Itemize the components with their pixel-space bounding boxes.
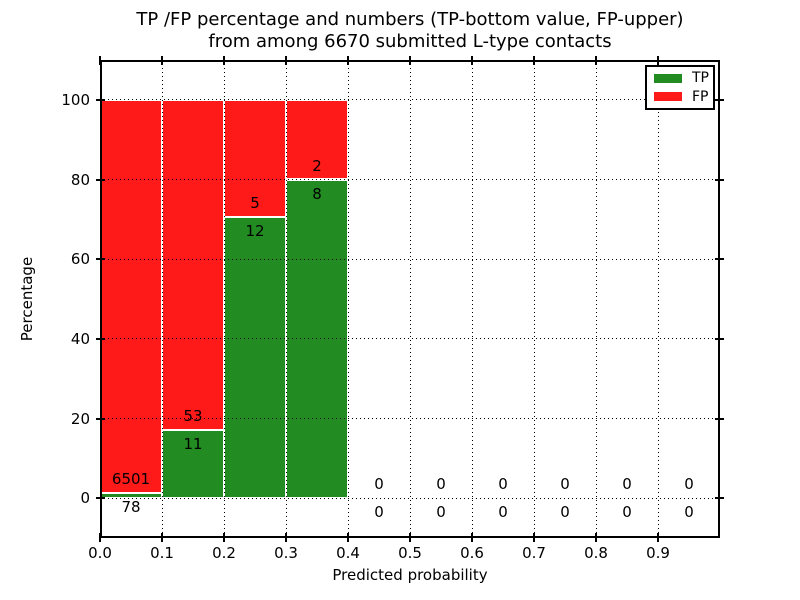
x-axis-tick bbox=[99, 533, 101, 542]
tp-bar bbox=[224, 216, 286, 499]
y-axis-tick-right bbox=[715, 337, 724, 340]
y-axis-tick bbox=[96, 417, 105, 420]
legend-label: FP bbox=[692, 88, 709, 105]
tp-count-label: 11 bbox=[183, 434, 203, 453]
gridline-vertical bbox=[657, 60, 659, 538]
fp-count-label: 0 bbox=[622, 475, 632, 494]
chart-title-line1: TP /FP percentage and numbers (TP-bottom… bbox=[136, 9, 684, 30]
y-axis-tick-right bbox=[715, 178, 724, 181]
y-axis-tick bbox=[96, 178, 105, 181]
x-tick-label: 0.6 bbox=[460, 544, 484, 562]
x-axis-tick bbox=[285, 533, 287, 542]
x-tick-label: 0.7 bbox=[522, 544, 546, 562]
tp-count-label: 0 bbox=[374, 503, 384, 522]
x-axis-tick-top bbox=[595, 56, 597, 65]
x-axis-tick bbox=[657, 533, 659, 542]
x-tick-label: 0.5 bbox=[398, 544, 422, 562]
x-tick-label: 0.2 bbox=[212, 544, 236, 562]
x-axis-tick-top bbox=[161, 56, 163, 65]
y-axis-tick-right bbox=[715, 497, 724, 500]
x-axis-tick bbox=[595, 533, 597, 542]
x-axis-tick bbox=[161, 533, 163, 542]
fp-count-label: 5 bbox=[250, 193, 260, 212]
x-axis-tick-top bbox=[657, 56, 659, 65]
gridline-vertical bbox=[347, 60, 349, 538]
y-axis-tick bbox=[96, 337, 105, 340]
y-axis-tick-right bbox=[715, 98, 724, 101]
gridline-vertical bbox=[595, 60, 597, 538]
x-tick-label: 0.8 bbox=[584, 544, 608, 562]
chart-title-line2: from among 6670 submitted L-type contact… bbox=[208, 31, 612, 52]
gridline-vertical bbox=[223, 60, 225, 538]
x-axis-tick-top bbox=[285, 56, 287, 65]
tp-count-label: 0 bbox=[498, 503, 508, 522]
x-tick-label: 0.0 bbox=[88, 544, 112, 562]
y-axis-tick bbox=[96, 258, 105, 261]
legend-entry-tp: TP bbox=[647, 70, 713, 86]
gridline-vertical bbox=[533, 60, 535, 538]
x-axis-tick-top bbox=[409, 56, 411, 65]
x-tick-label: 0.1 bbox=[150, 544, 174, 562]
tp-swatch-icon bbox=[654, 73, 682, 83]
gridline-vertical bbox=[161, 60, 163, 538]
x-axis-tick-top bbox=[471, 56, 473, 65]
x-tick-label: 0.3 bbox=[274, 544, 298, 562]
legend-box: TP FP bbox=[645, 65, 715, 110]
y-tick-label: 80 bbox=[70, 170, 90, 189]
fp-count-label: 0 bbox=[436, 475, 446, 494]
y-tick-label: 20 bbox=[70, 409, 90, 428]
y-axis-tick bbox=[96, 98, 105, 101]
fp-count-label: 0 bbox=[498, 475, 508, 494]
x-axis-tick bbox=[347, 533, 349, 542]
x-tick-label: 0.9 bbox=[646, 544, 670, 562]
x-axis-tick bbox=[409, 533, 411, 542]
legend-entry-fp: FP bbox=[647, 89, 713, 105]
fp-count-label: 0 bbox=[560, 475, 570, 494]
gridline-vertical bbox=[409, 60, 411, 538]
y-tick-label: 100 bbox=[61, 90, 90, 109]
fp-count-label: 6501 bbox=[111, 470, 151, 489]
plot-area: 6501 78 53 11 5 12 2 8 0 0 0 0 0 0 0 0 0 0 0 0 TP FP bbox=[96, 56, 724, 542]
fp-count-label: 0 bbox=[684, 475, 694, 494]
fp-count-label: 2 bbox=[312, 156, 322, 175]
fp-swatch-icon bbox=[654, 92, 682, 102]
fp-bar bbox=[100, 99, 162, 494]
fp-bar bbox=[286, 99, 348, 180]
x-axis-tick bbox=[533, 533, 535, 542]
tp-count-label: 78 bbox=[121, 498, 141, 517]
gridline-vertical bbox=[285, 60, 287, 538]
tp-count-label: 0 bbox=[684, 503, 694, 522]
y-tick-label: 0 bbox=[80, 489, 90, 508]
fp-count-label: 0 bbox=[374, 475, 384, 494]
x-tick-label: 0.4 bbox=[336, 544, 360, 562]
x-axis-label: Predicted probability bbox=[332, 566, 488, 584]
x-axis-tick bbox=[471, 533, 473, 542]
gridline-vertical bbox=[471, 60, 473, 538]
x-axis-tick-top bbox=[533, 56, 535, 65]
fp-count-label: 53 bbox=[183, 406, 203, 425]
x-axis-tick bbox=[223, 533, 225, 542]
y-tick-label: 40 bbox=[70, 329, 90, 348]
y-axis-tick-right bbox=[715, 258, 724, 261]
y-tick-label: 60 bbox=[70, 250, 90, 269]
tp-count-label: 0 bbox=[436, 503, 446, 522]
x-axis-tick-top bbox=[99, 56, 101, 65]
tp-count-label: 8 bbox=[312, 184, 322, 203]
legend-label: TP bbox=[692, 70, 709, 87]
x-axis-tick-top bbox=[223, 56, 225, 65]
fp-bar bbox=[162, 99, 224, 430]
y-axis-label: Percentage bbox=[18, 256, 36, 342]
x-axis-tick-top bbox=[347, 56, 349, 65]
tp-count-label: 0 bbox=[560, 503, 570, 522]
tp-count-label: 0 bbox=[622, 503, 632, 522]
y-axis-tick-right bbox=[715, 417, 724, 420]
tp-count-label: 12 bbox=[245, 221, 265, 240]
